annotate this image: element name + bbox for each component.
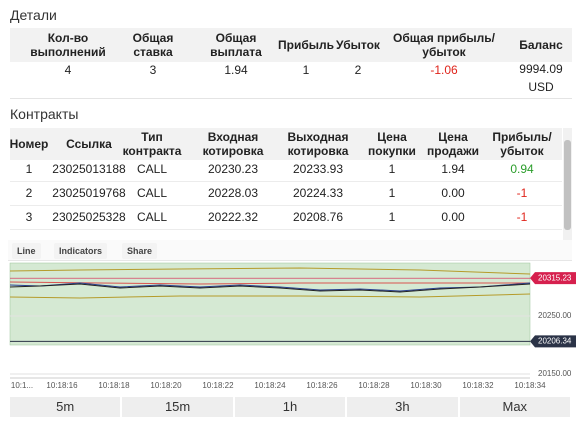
cell: -1.06: [430, 63, 458, 77]
marker-label: 20206.34: [538, 336, 572, 345]
cell: 23025025328: [52, 210, 126, 224]
cell: 20224.33: [292, 186, 344, 200]
cell: -1: [516, 186, 528, 200]
cell: 3: [149, 63, 157, 77]
column-header: Цена покупки: [368, 130, 416, 158]
timeframe-button[interactable]: 3h: [347, 397, 458, 417]
cell: 23025019768: [52, 186, 126, 200]
middle-line: [9, 281, 530, 285]
marker-tag: [530, 335, 576, 348]
x-tick-label: 10:18:26: [306, 381, 338, 390]
scrollbar-thumb[interactable]: [564, 140, 571, 230]
toolbar-button[interactable]: Share: [122, 243, 158, 259]
cell: 0.94: [510, 162, 534, 176]
x-tick-label: 10:18:20: [150, 381, 182, 390]
x-tick-label: 10:18:34: [514, 381, 546, 390]
cell: 20222.32: [207, 210, 259, 224]
toolbar-button[interactable]: Line: [12, 243, 41, 259]
y-tick-label: 20250.00: [538, 311, 572, 320]
column-header: Входная котировка: [202, 130, 264, 158]
avg-line: [9, 282, 531, 292]
cell: CALL: [136, 210, 168, 224]
x-tick-label: 10:18:32: [462, 381, 494, 390]
cell: -1: [516, 210, 528, 224]
section-title: Детали: [10, 7, 57, 23]
cell: 2: [25, 186, 33, 200]
x-tick-label: 10:18:30: [410, 381, 442, 390]
cell: 1: [388, 210, 396, 224]
row-divider: [10, 229, 562, 230]
x-tick-label: 10:18:22: [202, 381, 234, 390]
cell: 1: [302, 63, 310, 77]
row-divider: [10, 205, 562, 206]
divider: [10, 98, 572, 99]
x-tick-label: 10:1...: [11, 381, 33, 390]
timeframe-button[interactable]: 5m: [10, 397, 121, 417]
cell: 1.94: [441, 162, 465, 176]
cell: 1.94: [224, 63, 248, 77]
cell: 20228.03: [207, 186, 259, 200]
cell: 0.00: [441, 186, 465, 200]
column-header: Номер: [9, 137, 49, 151]
row-divider: [10, 181, 562, 182]
column-header: Общая ставка: [132, 31, 174, 59]
column-header: Баланс: [519, 38, 563, 52]
cell: 0.00: [441, 210, 465, 224]
cell: 9994.09 USD: [519, 62, 563, 94]
timeframe-button[interactable]: 15m: [122, 397, 233, 417]
cell: 20233.93: [292, 162, 344, 176]
cell: 3: [25, 210, 33, 224]
column-header: Цена продажи: [427, 130, 479, 158]
column-header: Ссылка: [66, 137, 112, 151]
upper-band: [9, 267, 531, 275]
column-header: Общая выплата: [210, 31, 262, 59]
column-header: Прибыль: [278, 38, 334, 52]
cell: CALL: [136, 186, 168, 200]
x-tick-label: 10:18:28: [358, 381, 390, 390]
column-header: Тип контракта: [122, 130, 182, 158]
band-area: [9, 262, 531, 346]
timeframe-button[interactable]: Max: [459, 397, 570, 417]
cell: 4: [64, 63, 72, 77]
cell: 20208.76: [292, 210, 344, 224]
column-header: Прибыль/ убыток: [492, 130, 552, 158]
cell: 23025013188: [52, 162, 126, 176]
cell: 20230.23: [207, 162, 259, 176]
marker-tag: [530, 272, 576, 285]
section-title: Контракты: [10, 106, 79, 122]
column-header: Общая прибыль/ убыток: [393, 31, 495, 59]
column-header: Выходная котировка: [287, 130, 349, 158]
toolbar-button[interactable]: Indicators: [54, 243, 108, 259]
cell: CALL: [136, 162, 168, 176]
lower-band: [9, 293, 531, 299]
cell: 2: [354, 63, 362, 77]
y-tick-label: 20150.00: [538, 369, 572, 378]
x-tick-label: 10:18:18: [98, 381, 130, 390]
x-tick-label: 10:18:24: [254, 381, 286, 390]
column-header: Кол-во выполнений: [30, 31, 106, 59]
column-header: Убыток: [336, 38, 380, 52]
details-header-bg: [10, 28, 572, 62]
timeframe-button[interactable]: 1h: [234, 397, 346, 417]
price-line: [9, 283, 531, 293]
marker-label: 20315.23: [538, 273, 572, 282]
cell: 1: [388, 162, 396, 176]
contracts-header-bg: [10, 128, 562, 160]
x-tick-label: 10:18:16: [46, 381, 78, 390]
cell: 1: [25, 162, 33, 176]
cell: 1: [388, 186, 396, 200]
